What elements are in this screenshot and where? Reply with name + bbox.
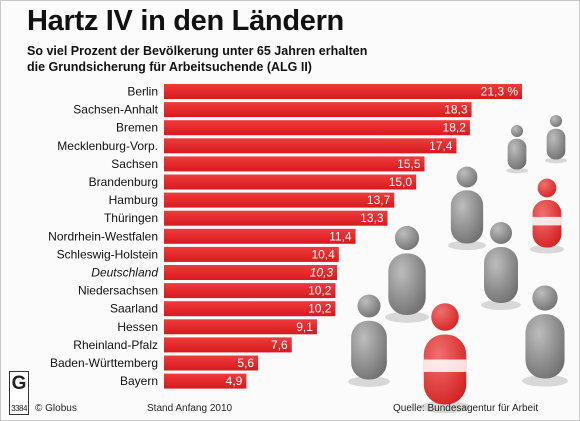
value-label: 15,0 (389, 175, 413, 189)
subtitle-line-2: die Grundsicherung für Arbeitsuchende (A… (27, 60, 312, 74)
category-label: Mecklenburg-Vorp. (57, 139, 158, 153)
grey-person-icon (385, 225, 429, 323)
bar (164, 210, 388, 226)
bar (164, 337, 292, 353)
bar (164, 156, 425, 172)
value-label: 18,2 (443, 121, 467, 135)
value-label: 4,9 (226, 374, 243, 388)
bar (164, 246, 339, 262)
chart-subtitle: So viel Prozent der Bevölkerung unter 65… (27, 43, 507, 75)
value-label: 10,2 (308, 302, 332, 316)
grey-person-icon (545, 114, 567, 164)
chart-title: Hartz IV in den Ländern (27, 5, 344, 37)
category-label: Bremen (116, 121, 158, 135)
bar (164, 84, 522, 99)
category-label: Rheinland-Pfalz (73, 338, 158, 352)
value-label: 10,3 (310, 266, 334, 280)
bar (164, 319, 317, 335)
subtitle-line-1: So viel Prozent der Bevölkerung unter 65… (27, 44, 368, 58)
red-person-icon (420, 303, 470, 414)
value-label: 15,5 (397, 157, 421, 171)
value-label: 13,7 (367, 193, 391, 207)
bar (164, 265, 338, 280)
value-label: 7,6 (271, 338, 288, 352)
category-label: Bayern (120, 374, 158, 388)
category-label: Sachsen (111, 157, 158, 171)
grey-person-icon (481, 222, 521, 310)
bar (164, 192, 395, 208)
people-figures (348, 114, 568, 414)
bar (164, 102, 472, 118)
category-label: Berlin (127, 85, 158, 99)
category-label: Hamburg (109, 193, 158, 207)
category-label: Brandenburg (89, 175, 158, 189)
date-note: Stand Anfang 2010 (147, 403, 233, 414)
category-label: Saarland (110, 302, 158, 316)
bar (164, 373, 247, 389)
value-label: 9,1 (296, 320, 313, 334)
logo-number: 3384 (11, 404, 27, 413)
value-label: 5,6 (237, 356, 254, 370)
value-label: 21,3 % (481, 85, 519, 99)
value-label: 18,3 (444, 103, 468, 117)
bar (164, 355, 259, 371)
grey-person-icon (506, 124, 528, 174)
red-person-icon (530, 178, 564, 254)
value-label: 10,2 (308, 284, 332, 298)
grey-person-icon (522, 285, 568, 387)
grey-person-icon (448, 166, 486, 251)
bar (164, 301, 336, 317)
category-label: Nordrhein-Westfalen (48, 229, 158, 243)
publisher-credit: © Globus (35, 403, 77, 414)
category-label: Baden-Württemberg (50, 356, 158, 370)
value-label: 11,4 (329, 229, 352, 243)
bars-group: Berlin 21,3 % Sachsen-Anhalt 18,3 Bremen 18,2… (48, 84, 522, 389)
source-note: Quelle: Bundesagentur für Arbeit (393, 403, 539, 414)
category-label: Thüringen (104, 211, 158, 225)
bar (164, 174, 417, 190)
globus-logo: G 3384 (9, 371, 29, 415)
value-label: 13,3 (360, 211, 384, 225)
category-label: Deutschland (91, 266, 158, 280)
bar (164, 283, 336, 299)
bar (164, 228, 356, 244)
category-label: Schleswig-Holstein (57, 247, 158, 261)
category-label: Hessen (117, 320, 158, 334)
bar (164, 120, 470, 136)
bar (164, 138, 457, 154)
value-label: 10,4 (311, 247, 335, 261)
grey-person-icon (348, 294, 390, 387)
category-label: Sachsen-Anhalt (73, 103, 158, 117)
logo-letter: G (11, 373, 27, 394)
category-label: Niedersachsen (78, 284, 158, 298)
value-label: 17,4 (429, 139, 453, 153)
